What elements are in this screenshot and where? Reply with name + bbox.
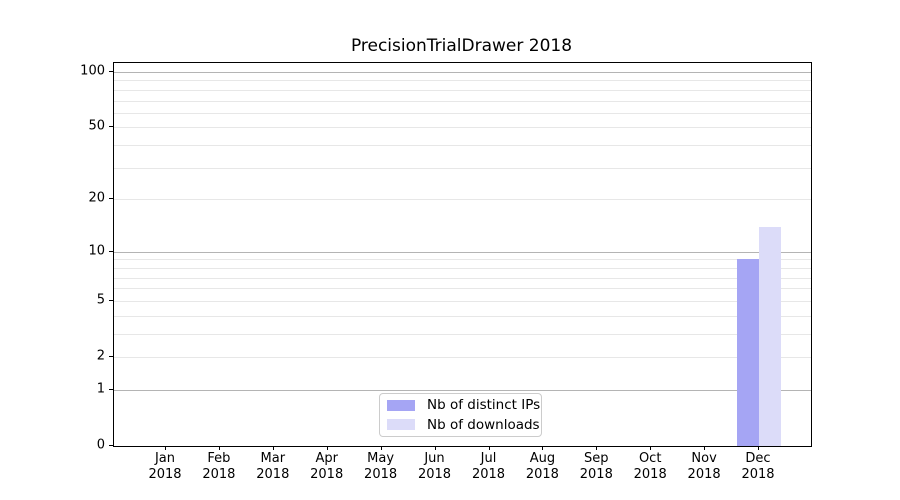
legend-item-distinct-ips: Nb of distinct IPs bbox=[387, 397, 541, 413]
y-tick-mark bbox=[109, 356, 113, 357]
gridline-minor bbox=[114, 300, 811, 302]
x-tick-label-jul: Jul 2018 bbox=[471, 451, 506, 482]
gridline-major bbox=[114, 389, 811, 391]
y-tick-mark bbox=[109, 299, 113, 301]
x-tick-mark bbox=[596, 446, 598, 450]
x-tick-label-dec: Dec 2018 bbox=[741, 451, 775, 482]
x-tick-label-may: May 2018 bbox=[364, 451, 398, 482]
y-tick-label: 10 bbox=[88, 243, 105, 259]
gridline-minor bbox=[114, 288, 811, 290]
y-tick-mark bbox=[109, 71, 113, 72]
y-tick-label: 5 bbox=[96, 292, 105, 308]
gridline-minor bbox=[114, 80, 811, 82]
x-tick-mark bbox=[650, 446, 652, 450]
y-tick-mark bbox=[109, 126, 113, 128]
y-tick-mark bbox=[109, 250, 113, 252]
y-tick-mark bbox=[109, 388, 113, 390]
x-tick-label-apr: Apr 2018 bbox=[310, 451, 344, 482]
y-tick-label: 2 bbox=[96, 348, 105, 364]
gridline-minor bbox=[114, 89, 811, 91]
gridline-minor bbox=[114, 259, 811, 261]
x-tick-label-oct: Oct 2018 bbox=[633, 451, 667, 482]
bar-dec-series-0 bbox=[737, 259, 759, 446]
gridline-minor bbox=[114, 127, 811, 129]
x-tick-mark bbox=[218, 446, 220, 450]
gridline-minor bbox=[114, 315, 811, 317]
x-tick-mark bbox=[542, 446, 544, 450]
legend: Nb of distinct IPs Nb of downloads bbox=[379, 393, 542, 437]
gridline-minor bbox=[114, 267, 811, 269]
y-tick-label: 0 bbox=[96, 437, 105, 453]
chart-title: PrecisionTrialDrawer 2018 bbox=[350, 36, 573, 56]
x-tick-mark bbox=[704, 446, 706, 450]
y-tick-mark bbox=[109, 198, 113, 200]
legend-label-downloads: Nb of downloads bbox=[427, 416, 540, 433]
x-tick-mark bbox=[758, 446, 759, 450]
x-tick-mark bbox=[165, 446, 166, 450]
x-tick-label-nov: Nov 2018 bbox=[687, 451, 721, 482]
x-tick-mark bbox=[434, 446, 436, 450]
y-tick-label: 50 bbox=[88, 118, 105, 134]
x-tick-mark bbox=[326, 446, 328, 450]
gridline-minor bbox=[114, 112, 811, 114]
legend-swatch-downloads bbox=[387, 419, 415, 431]
bar-dec-series-1 bbox=[759, 226, 781, 446]
plot-area bbox=[113, 62, 812, 447]
y-tick-label: 1 bbox=[96, 381, 105, 397]
x-tick-label-jan: Jan 2018 bbox=[148, 451, 182, 482]
y-tick-mark bbox=[109, 445, 113, 446]
gridline-minor bbox=[114, 100, 811, 102]
y-tick-label: 20 bbox=[88, 190, 105, 206]
x-tick-label-feb: Feb 2018 bbox=[202, 451, 236, 482]
y-tick-label: 100 bbox=[80, 63, 105, 79]
legend-label-distinct-ips: Nb of distinct IPs bbox=[427, 397, 541, 414]
x-tick-label-jun: Jun 2018 bbox=[417, 451, 452, 482]
gridline-minor bbox=[114, 145, 811, 147]
x-tick-label-sep: Sep 2018 bbox=[579, 451, 613, 482]
gridline-major bbox=[114, 251, 811, 253]
legend-item-downloads: Nb of downloads bbox=[387, 417, 541, 433]
gridline-minor bbox=[114, 199, 811, 201]
x-tick-label-aug: Aug 2018 bbox=[525, 451, 559, 482]
gridline-major bbox=[114, 72, 811, 73]
x-tick-label-mar: Mar 2018 bbox=[256, 451, 290, 482]
gridline-minor bbox=[114, 277, 811, 279]
x-tick-mark bbox=[380, 446, 382, 450]
x-tick-mark bbox=[272, 446, 274, 450]
gridline-minor bbox=[114, 167, 811, 169]
legend-swatch-distinct-ips bbox=[387, 399, 415, 411]
gridline-minor bbox=[114, 357, 811, 358]
gridline-minor bbox=[114, 333, 811, 335]
x-tick-mark bbox=[488, 446, 490, 450]
